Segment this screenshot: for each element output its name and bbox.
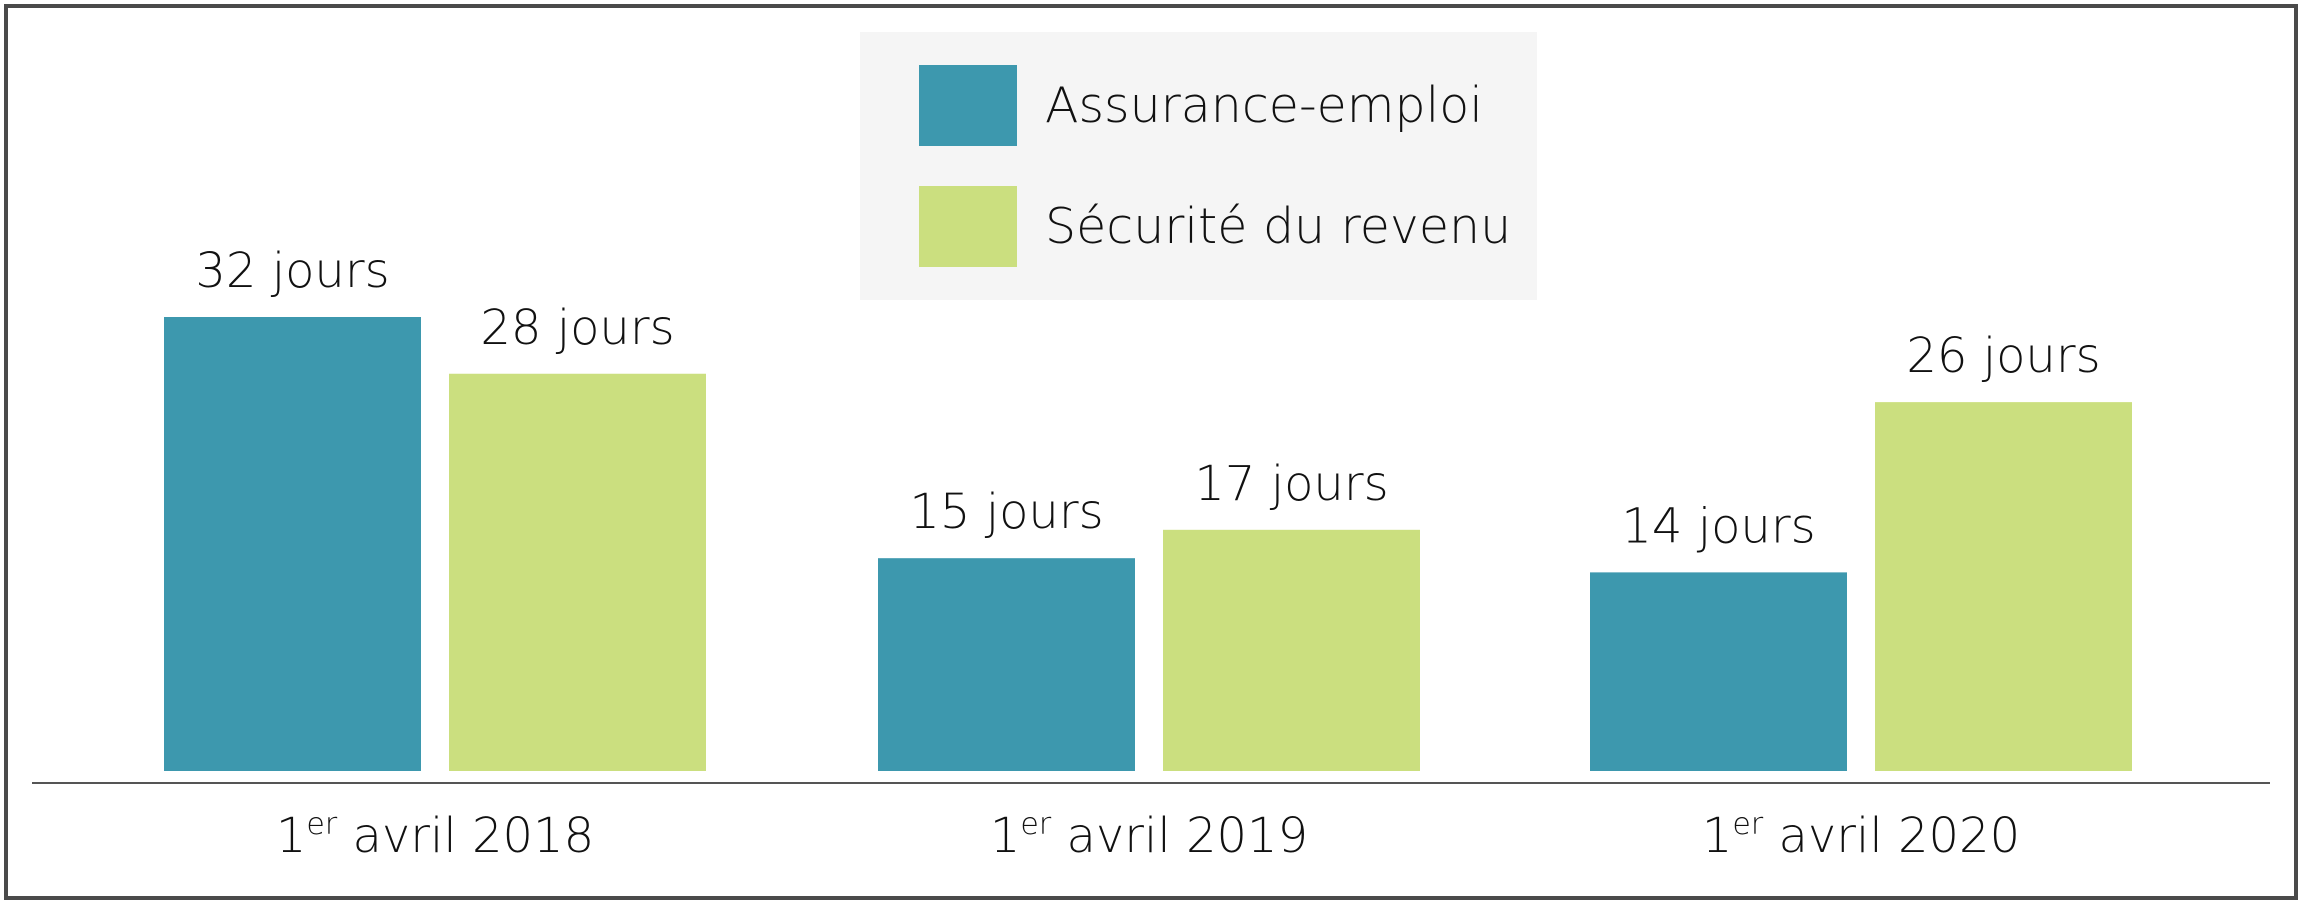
legend: Assurance-emploi Sécurité du revenu [860,32,1537,300]
data-label: 32 jours [195,243,389,299]
x-tick-label-day: 1 [1702,808,1733,864]
x-tick-label-superscript: er [306,807,337,842]
legend-swatch [919,65,1017,146]
legend-label: Sécurité du revenu [1045,198,1511,255]
legend-swatch [919,186,1017,267]
data-label: 14 jours [1621,498,1815,554]
x-tick-label-date: avril 2018 [337,808,594,864]
bar [1875,402,2132,771]
legend-label: Assurance-emploi [1045,77,1483,134]
x-tick-label-date: avril 2020 [1763,808,2020,864]
bar [164,317,421,771]
x-tick-label-day: 1 [276,808,307,864]
x-tick-label-superscript: er [1020,807,1051,842]
data-label: 26 jours [1906,328,2100,384]
data-label: 28 jours [480,300,674,356]
data-label: 15 jours [909,484,1103,540]
x-tick-label-superscript: er [1732,807,1763,842]
chart-frame [4,4,2298,900]
bar [1590,572,1847,771]
x-tick-label: 1er avril 2020 [1702,807,2020,864]
x-tick-label: 1er avril 2019 [990,807,1308,864]
x-tick-label: 1er avril 2018 [276,807,594,864]
x-axis-labels: 1er avril 2018 1er avril 2019 1er avril 20… [276,807,2020,864]
bar [1163,529,1420,771]
bars: 32 jours 28 jours 15 jours 17 jours 14 jours… [164,243,2132,771]
x-tick-label-day: 1 [990,808,1021,864]
data-label: 17 jours [1194,456,1388,512]
bar [878,558,1135,771]
bar [449,373,706,771]
x-tick-label-date: avril 2019 [1051,808,1308,864]
